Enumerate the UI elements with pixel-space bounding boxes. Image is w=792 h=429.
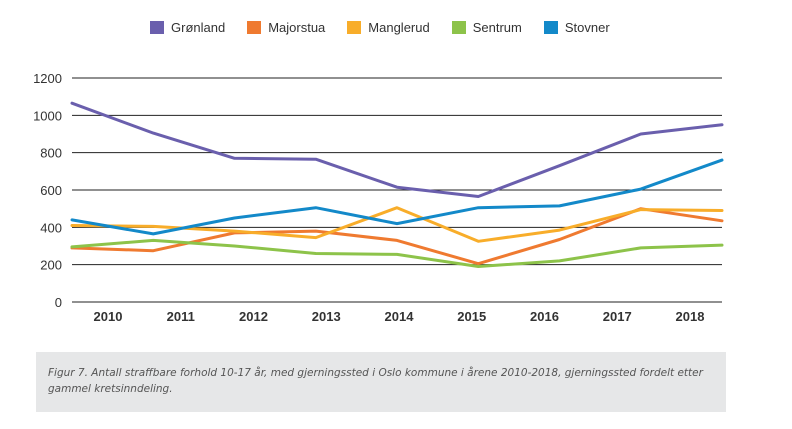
y-tick-label: 1200: [33, 71, 62, 86]
chart-legend: Grønland Majorstua Manglerud Sentrum Stovner: [150, 20, 610, 35]
legend-label: Sentrum: [472, 20, 522, 35]
x-tick-label: 2013: [312, 309, 341, 324]
legend-item: Manglerud: [347, 20, 430, 35]
x-tick-label: 2015: [457, 309, 486, 324]
y-tick-label: 400: [40, 220, 62, 235]
y-tick-label: 1000: [33, 108, 62, 123]
legend-label: Majorstua: [268, 20, 326, 35]
legend-swatch: [150, 21, 164, 34]
x-tick-label: 2010: [94, 309, 123, 324]
legend-label: Manglerud: [368, 20, 430, 35]
legend-item: Sentrum: [451, 20, 522, 35]
figure-caption-box: Figur 7. Antall straffbare forhold 10-17…: [36, 352, 726, 412]
y-tick-label: 0: [55, 295, 62, 310]
series-line-majorstua: [70, 207, 724, 266]
legend-swatch: [347, 21, 362, 34]
legend-label: Stovner: [564, 20, 610, 35]
series-line-gr-nland: [70, 101, 724, 198]
x-tick-label: 2016: [530, 309, 559, 324]
legend-item: Majorstua: [247, 20, 325, 35]
legend-swatch: [451, 21, 466, 34]
legend-swatch: [543, 21, 558, 34]
legend-swatch: [247, 21, 262, 34]
y-tick-label: 600: [40, 183, 62, 198]
figure-caption: Figur 7. Antall straffbare forhold 10-17…: [48, 367, 703, 395]
x-tick-label: 2014: [385, 309, 415, 324]
x-tick-label: 2018: [676, 309, 705, 324]
series-line-sentrum: [70, 238, 724, 268]
legend-item: Stovner: [543, 20, 610, 35]
x-tick-label: 2011: [167, 309, 195, 324]
x-tick-label: 2017: [603, 309, 632, 324]
y-tick-label: 800: [40, 146, 62, 161]
x-tick-label: 2012: [239, 309, 268, 324]
line-chart: 0 200 400 600 800 1000 1200 2010 2011 2012 2013 201…: [33, 71, 724, 324]
series-line-stovner: [70, 158, 724, 236]
legend-label: Grønland: [171, 20, 226, 35]
legend-item: Grønland: [150, 20, 225, 35]
y-tick-label: 200: [40, 258, 62, 273]
